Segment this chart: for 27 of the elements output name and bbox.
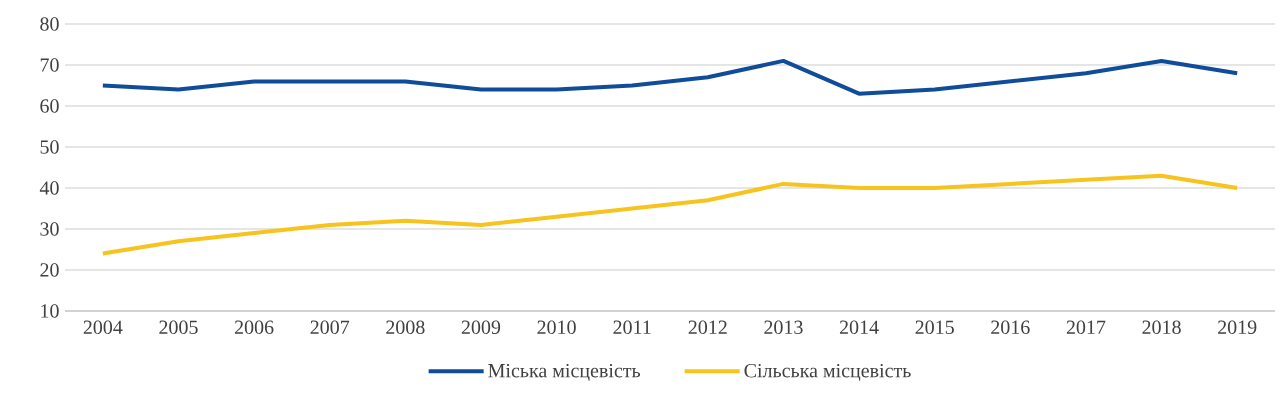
y-tick-label: 50 bbox=[40, 140, 59, 154]
x-tick-label: 2009 bbox=[461, 320, 501, 335]
x-tick-label: 2018 bbox=[1142, 320, 1181, 335]
legend-label: Сільська місцевість bbox=[744, 363, 911, 382]
x-tick-label: 2007 bbox=[310, 320, 350, 335]
y-tick-label: 40 bbox=[39, 181, 59, 195]
x-tick-label: 2004 bbox=[83, 320, 123, 335]
x-tick-label: 2010 bbox=[537, 320, 576, 335]
line-series bbox=[100, 173, 1240, 256]
x-tick-label: 2008 bbox=[386, 320, 425, 335]
y-tick-label: 60 bbox=[40, 99, 59, 113]
y-tick-label: 80 bbox=[40, 17, 59, 31]
x-tick-label: 2015 bbox=[915, 320, 954, 335]
x-tick-label: 2011 bbox=[613, 320, 651, 335]
x-tick-label: 2016 bbox=[991, 320, 1030, 335]
y-tick-label: 30 bbox=[40, 222, 59, 236]
y-tick-label: 70 bbox=[40, 58, 59, 72]
y-tick-label: 10 bbox=[41, 304, 59, 318]
legend-label: Міська місцевість bbox=[488, 363, 641, 382]
x-tick-label: 2014 bbox=[839, 320, 879, 335]
x-tick-label: 2019 bbox=[1218, 320, 1257, 335]
x-tick-label: 2005 bbox=[159, 320, 198, 335]
x-tick-label: 2006 bbox=[234, 320, 274, 335]
y-tick-label: 20 bbox=[40, 263, 59, 277]
x-tick-label: 2013 bbox=[764, 320, 803, 335]
x-tick-label: 2012 bbox=[688, 320, 727, 335]
x-tick-label: 2017 bbox=[1066, 320, 1106, 335]
